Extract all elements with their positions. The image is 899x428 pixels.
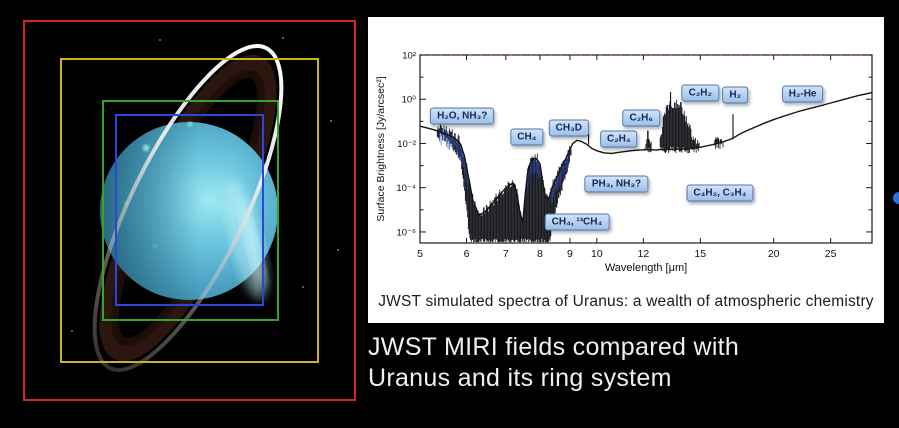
x-tick-label: 25 [825,248,837,260]
miri-fov-box-blue [115,114,264,306]
chart-caption: JWST simulated spectra of Uranus: a weal… [378,293,874,310]
star [159,39,161,41]
star [330,120,332,122]
spectrum-chart: 5 6 7 8 9 10 12 15 20 25 10² 10⁰ 10⁻² 10⁻⁴ 10⁻⁶ Wavelen… [375,51,873,274]
x-tick-label: 6 [464,248,470,260]
uranus-ring [92,44,284,372]
y-axis-label: Surface Brightness [Jy/arcsec²] [375,76,387,221]
spectrum-continuum [419,91,873,223]
x-tick-label: 7 [503,248,509,260]
cloud-spot [187,121,193,127]
slide-title: JWST MIRI fields compared with Uranus an… [368,332,739,395]
x-tick-label: 5 [417,248,423,260]
x-tick-label: 10 [591,248,603,260]
x-tick-label: 12 [638,248,650,260]
slide-title-line-2: Uranus and its ring system [368,364,672,393]
plot-frame [419,54,873,244]
uranus-fov-figure [0,0,360,423]
x-axis-label: Wavelength [μm] [605,262,687,274]
x-tick-label: 15 [694,248,706,260]
uranus-image [23,20,356,401]
y-tick-label: 10⁰ [402,95,417,106]
y-tick-label: 10⁻⁴ [396,183,416,194]
miri-fov-box-green [102,100,279,321]
miri-fov-box-red [23,20,356,401]
star [71,330,73,332]
y-tick-label: 10⁻² [397,139,416,150]
star [337,249,339,251]
spectra-panel: 5 6 7 8 9 10 12 15 20 25 10² 10⁰ 10⁻² 10⁻⁴ 10⁻⁶ Wavelen… [368,17,884,323]
cloud-spot [153,244,157,248]
star [302,286,304,288]
slide-title-line-1: JWST MIRI fields compared with [368,333,740,361]
cloud-spot [142,144,150,152]
miri-fov-box-yellow [60,58,319,363]
star [282,37,284,39]
y-tick-label: 10⁻⁶ [397,227,417,238]
y-tick-label: 10² [402,51,416,62]
x-tick-label: 9 [567,248,573,260]
x-tick-label: 8 [537,248,543,260]
x-tick-label: 20 [768,248,780,260]
edge-dot [893,192,899,204]
